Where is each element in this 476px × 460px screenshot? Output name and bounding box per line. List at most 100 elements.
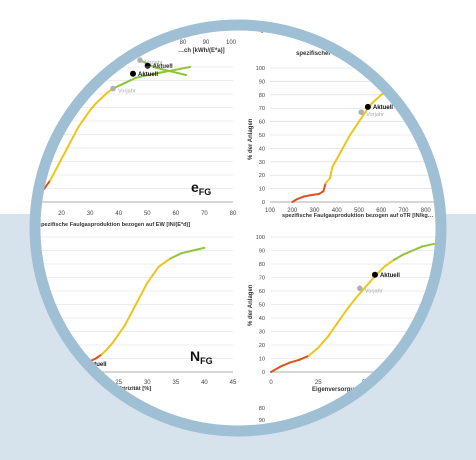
y-tick-label: 80 (259, 262, 265, 268)
x-tick-label: 80 (180, 40, 187, 46)
current-marker (371, 271, 378, 278)
series-line-segment (123, 314, 132, 328)
x-tick-label: 40 (201, 380, 208, 386)
series-line-segment (331, 158, 338, 169)
y-tick-label: 20 (259, 173, 265, 179)
series-line-segment (77, 117, 86, 128)
x-axis-label: spezifischer S… (296, 51, 342, 57)
series-line-segment (180, 249, 194, 255)
lens-ring (29, 19, 447, 437)
series-line-segment (411, 245, 424, 252)
series-line-segment (169, 70, 187, 76)
series-line-segment (307, 346, 320, 357)
y-tick-label: 90 (259, 249, 265, 255)
x-tick-label: 600 (376, 208, 387, 214)
series-line-segment (192, 246, 206, 252)
series-line-segment (54, 157, 63, 171)
y-tick-label: 0 (262, 200, 265, 206)
series-line-segment (340, 142, 347, 153)
y-tick-label: 100 (256, 66, 265, 72)
current-label: Aktuell (380, 273, 400, 279)
series-line-segment (302, 194, 312, 198)
y-tick-label: 50 (259, 303, 265, 309)
x-tick-label: 200 (287, 208, 298, 214)
chart-title-efg: eFG (191, 179, 211, 197)
x-tick-label: 60 (173, 211, 180, 217)
y-tick-label: 80 (259, 406, 265, 412)
series-line-segment (392, 253, 405, 261)
series-line-segment (83, 109, 92, 120)
y-tick-label: 20 (259, 343, 265, 349)
y-axis-label: % der Anlagen (248, 118, 254, 160)
x-tick-label: 90 (203, 40, 210, 46)
series-line-segment (344, 134, 352, 145)
x-tick-label: 25 (315, 380, 322, 386)
series-line-segment (270, 365, 282, 373)
series-line-segment (288, 358, 301, 364)
series-line-segment (146, 273, 154, 284)
y-tick-label: 10 (259, 357, 265, 363)
y-tick-label: 70 (259, 106, 265, 112)
series-line-segment (49, 168, 57, 182)
series-line-segment (157, 257, 172, 268)
x-tick-label: 45 (230, 380, 237, 386)
series-line-segment (140, 281, 149, 295)
series-line-segment (174, 66, 192, 71)
y-tick-label: 50 (259, 133, 265, 139)
series-line-segment (353, 120, 360, 130)
series-line-segment (43, 179, 52, 190)
y-tick-label: 90 (259, 418, 265, 424)
current-marker (144, 62, 151, 69)
y-tick-label: 90 (259, 79, 265, 85)
series-line-segment (112, 333, 120, 344)
series-line-segment (60, 147, 69, 160)
previous-year-label: Vorjahr (145, 60, 163, 66)
series-line-segment (355, 285, 367, 299)
x-tick-label: 20 (58, 211, 65, 217)
x-tick-label: 50 (144, 211, 151, 217)
series-line-segment (100, 348, 109, 356)
x-tick-label: 40 (115, 211, 122, 217)
series-line-segment (117, 325, 126, 336)
chart-title-nfg: NFG (190, 348, 213, 366)
y-tick-label: 0 (262, 370, 265, 376)
series-line-segment (152, 265, 160, 276)
series-line-segment (160, 68, 177, 74)
series-line-segment (129, 303, 137, 317)
series-line-segment (89, 102, 97, 112)
y-tick-label: 10 (259, 187, 265, 193)
series-line-segment (72, 125, 80, 139)
x-axis-label: …ch [kWh/(E*a)] (178, 48, 225, 54)
previous-year-marker (358, 109, 365, 116)
current-label: Aktuell (373, 105, 393, 111)
series-line-segment (317, 335, 329, 349)
series-line-segment (123, 79, 132, 85)
series-line-segment (129, 76, 137, 82)
previous-year-label: Vorjahr (118, 89, 136, 95)
y-tick-label: 70 (259, 276, 265, 282)
series-line-segment (326, 322, 339, 338)
series-line-segment (134, 74, 149, 79)
y-tick-label: 80 (259, 93, 265, 99)
x-tick-label: 0 (269, 380, 273, 386)
series-line-segment (146, 71, 163, 77)
series-line-segment (324, 176, 332, 185)
x-tick-label: 100 (265, 208, 276, 214)
series-line-segment (169, 252, 183, 260)
series-line-segment (336, 308, 348, 325)
series-line-segment (421, 241, 436, 248)
x-tick-label: 35 (173, 380, 180, 386)
x-tick-label: 30 (87, 211, 94, 217)
x-tick-label: 70 (201, 211, 208, 217)
series-line-segment (335, 150, 343, 161)
previous-year-marker (110, 85, 116, 92)
series-line-segment (100, 91, 109, 100)
series-line-segment (402, 249, 414, 256)
series-line-segment (345, 296, 358, 311)
y-tick-label: 30 (259, 160, 265, 166)
series-line-segment (106, 341, 114, 351)
x-tick-label: 800 (421, 208, 432, 214)
y-tick-label: 100 (256, 235, 265, 241)
series-line-segment (134, 292, 143, 306)
